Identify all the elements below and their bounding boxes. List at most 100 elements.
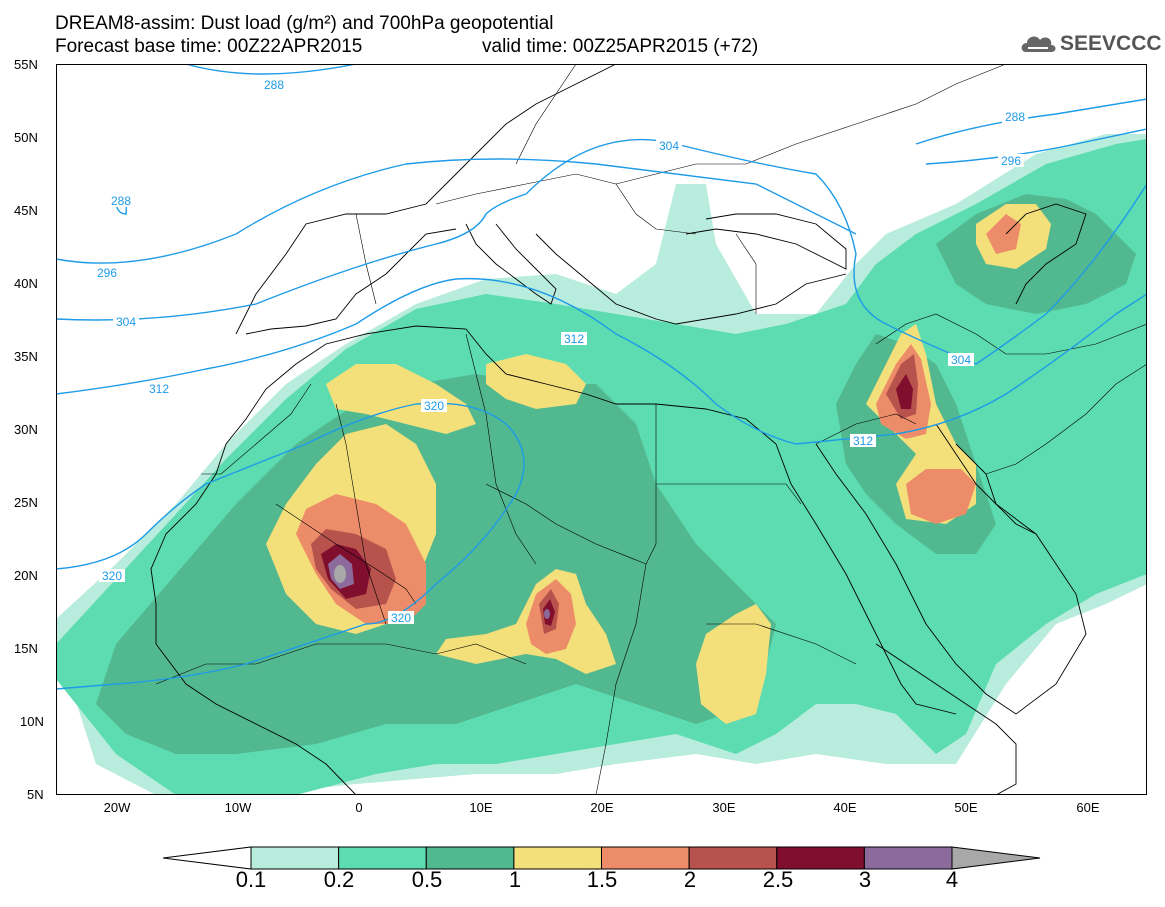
contour-labels: 288 288 288 296 296 304 304 304 312 312 … [94, 78, 1028, 625]
lon-label: 0 [355, 800, 363, 815]
dust-area-1 [326, 364, 476, 434]
border [595, 563, 647, 795]
lat-label: 30N [14, 422, 38, 437]
dust-area-1 [696, 604, 771, 724]
colorbar-segment [776, 846, 865, 870]
dust-load-map: 288 288 288 296 296 304 304 304 312 312 … [56, 64, 1147, 795]
contour-label: 288 [1005, 110, 1025, 124]
geopotential-contour-296 [56, 158, 857, 264]
title-line-1: DREAM8-assim: Dust load (g/m²) and 700hP… [55, 13, 554, 34]
lat-label: 40N [14, 276, 38, 291]
coastline-iberia [245, 228, 457, 335]
border [275, 503, 417, 605]
lon-label: 10W [224, 800, 252, 815]
map-frame [56, 64, 1147, 795]
contour-label: 296 [1001, 154, 1021, 168]
border [515, 64, 577, 165]
title-line-2: Forecast base time: 00Z22APR2015 [55, 36, 363, 57]
contour-label: 288 [264, 78, 284, 92]
coastline-north-africa [215, 325, 777, 475]
border [335, 403, 387, 625]
border [155, 643, 527, 685]
geopotential-contour-312 [56, 277, 1147, 445]
lat-label: 5N [27, 787, 44, 802]
colorbar-segment [863, 846, 953, 870]
colorbar-label: 2 [683, 867, 697, 892]
contour-label: 304 [659, 139, 679, 153]
contour-label: 288 [111, 194, 131, 208]
colorbar-label: 2.5 [762, 867, 794, 892]
coastlines [150, 64, 1087, 795]
coastline-black-sea [685, 213, 847, 270]
contour-label: 312 [564, 332, 584, 346]
coastline-europe [235, 64, 617, 335]
border [485, 483, 647, 565]
dust-area-4 [544, 609, 550, 619]
geopotential-contour-288 [915, 98, 1147, 145]
lon-label: 40E [833, 800, 857, 815]
border [435, 163, 746, 205]
colorbar-label: 1.5 [586, 867, 618, 892]
lon-label: 60E [1076, 800, 1100, 815]
colorbar-segments [250, 846, 953, 870]
border [615, 183, 697, 235]
colorbar-label: 0.5 [411, 867, 443, 892]
border [735, 233, 757, 314]
geopotential-contour-304 [56, 138, 1147, 365]
lat-label: 50N [14, 130, 38, 145]
border [815, 413, 917, 445]
colorbar-segment [513, 846, 602, 870]
border [201, 383, 312, 475]
logo-text: SEEVCCC [1060, 32, 1162, 55]
lat-label: 10N [20, 714, 44, 729]
contour-label: 304 [116, 315, 136, 329]
lat-label: 45N [14, 203, 38, 218]
colorbar-label: 4 [945, 867, 959, 892]
geopotential-contour-288 [185, 64, 357, 75]
lat-label: 25N [14, 495, 38, 510]
seevccc-logo: SEEVCCC [1018, 28, 1162, 58]
lat-label: 20N [14, 568, 38, 583]
coastline-balkans [535, 233, 847, 325]
contour-label: 312 [149, 382, 169, 396]
lon-label: 50E [954, 800, 978, 815]
contour-label: 320 [391, 611, 411, 625]
coastline-caspian [1005, 203, 1087, 305]
lat-label: 55N [14, 57, 38, 72]
border [706, 623, 857, 665]
colorbar-segment [250, 846, 340, 870]
valid-time: valid time: 00Z25APR2015 (+72) [482, 36, 759, 57]
colorbar-arrow-high [951, 846, 1041, 870]
lat-label: 35N [14, 349, 38, 364]
dust-area-2.5 [896, 374, 913, 409]
contour-label: 312 [853, 434, 873, 448]
colorbar-arrow-low [163, 846, 252, 870]
contour-label: 296 [97, 266, 117, 280]
border [645, 404, 657, 565]
colorbar-label: 1 [508, 867, 522, 892]
lon-label: 10E [469, 800, 493, 815]
colorbar-label: 0.2 [323, 867, 355, 892]
coastline-horn [875, 643, 1017, 795]
coastline-west-africa [150, 473, 357, 795]
colorbar [163, 846, 1041, 870]
geopotential-contours [56, 64, 1147, 690]
coastline-arabia [815, 443, 1087, 715]
colorbar-segment [338, 846, 427, 870]
colorbar-segment [425, 846, 515, 870]
geopotential-contour-320 [56, 402, 525, 690]
colorbar-label: 3 [858, 867, 872, 892]
country-borders [155, 64, 1147, 795]
lon-label: 20W [103, 800, 131, 815]
dust-area-1.5 [986, 214, 1021, 254]
contour-label: 304 [951, 353, 971, 367]
border [465, 333, 537, 565]
colorbar-segment [688, 846, 778, 870]
border [985, 363, 1147, 475]
lon-label: 20E [590, 800, 614, 815]
lon-label: 30E [712, 800, 736, 815]
cloud-icon [1021, 36, 1056, 52]
colorbar-label: 0.1 [235, 867, 267, 892]
coastline-red-sea [775, 443, 957, 715]
dust-area-1.5 [906, 469, 976, 524]
